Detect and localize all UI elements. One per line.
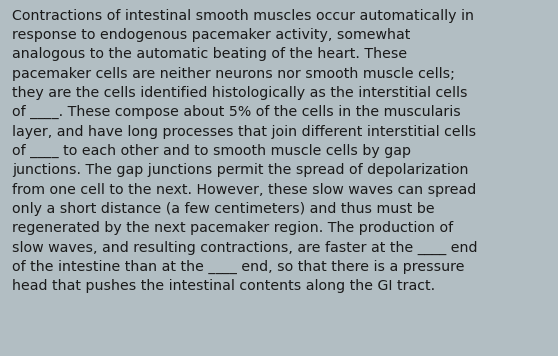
Text: Contractions of intestinal smooth muscles occur automatically in
response to end: Contractions of intestinal smooth muscle… (12, 9, 478, 293)
